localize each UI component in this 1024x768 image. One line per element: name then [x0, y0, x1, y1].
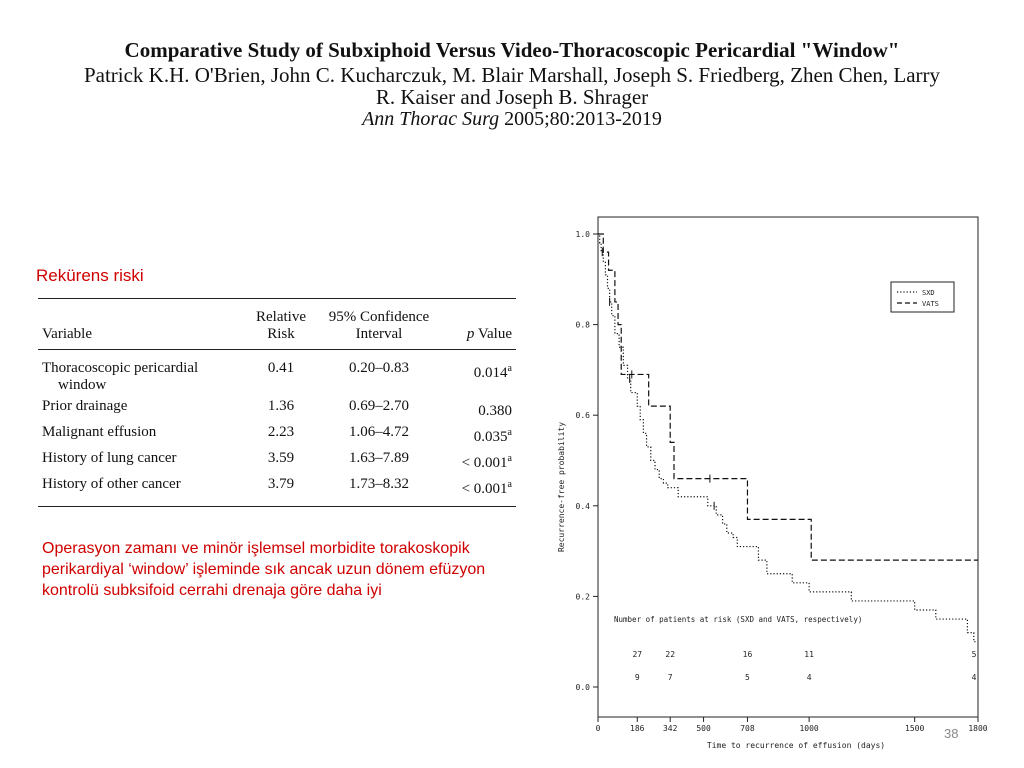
x-tick-label: 1000 — [799, 724, 818, 733]
y-axis-title: Recurrence-free probability — [557, 422, 566, 552]
plot-frame — [597, 216, 979, 718]
risk-count-vats: 9 — [635, 673, 640, 682]
row-p-value: 0.014a — [473, 363, 512, 381]
paper-authors: Patrick K.H. O'Brien, John C. Kucharczuk… — [83, 63, 941, 109]
row-p-value: < 0.001a — [461, 453, 512, 471]
legend-box — [890, 281, 955, 313]
risk-count-sxd: 22 — [665, 650, 675, 659]
x-tick-label: 1800 — [968, 724, 987, 733]
table-row: Thoracoscopic pericardial window 0.41 0.2… — [38, 350, 516, 397]
row-variable: Prior drainage — [42, 398, 128, 414]
row-variable: History of other cancer — [42, 476, 181, 492]
row-confidence-interval: 0.69–2.70 — [349, 398, 409, 414]
row-variable: History of lung cancer — [42, 450, 177, 466]
row-relative-risk: 2.23 — [267, 424, 295, 440]
x-tick-label: 500 — [696, 724, 711, 733]
risk-count-sxd: 16 — [743, 650, 753, 659]
page-number: 38 — [944, 726, 959, 741]
risk-count-sxd: 27 — [632, 650, 642, 659]
row-relative-risk: 1.36 — [267, 398, 295, 414]
risk-count-sxd: 5 — [972, 650, 977, 659]
x-tick-label: 0 — [596, 724, 601, 733]
y-tick-label: 0.4 — [576, 502, 591, 511]
row-relative-risk: 3.79 — [267, 476, 295, 492]
row-confidence-interval: 1.63–7.89 — [349, 450, 409, 466]
row-relative-risk: 0.41 — [267, 360, 295, 376]
row-variable: Malignant effusion — [42, 424, 157, 440]
risk-table-header: Variable Relative Risk 95% Confidence Inte… — [38, 298, 516, 350]
risk-count-vats: 5 — [745, 673, 750, 682]
row-p-value: < 0.001a — [461, 479, 512, 497]
citation-header: Comparative Study of Subxiphoid Versus V… — [0, 38, 1024, 130]
conclusion-note: Operasyon zamanı ve minör işlemsel morbi… — [42, 540, 486, 599]
series-line-vats — [598, 233, 978, 561]
journal-year-pages: 2005;80:2013-2019 — [499, 108, 662, 130]
legend-label-vats: VATS — [922, 300, 939, 308]
x-tick-label: 186 — [630, 724, 645, 733]
y-tick-label: 1.0 — [576, 230, 591, 239]
row-variable: Thoracoscopic pericardial window — [42, 360, 199, 393]
x-tick-label: 708 — [740, 724, 755, 733]
risk-label: Rekürens riski — [36, 266, 144, 285]
row-confidence-interval: 0.20–0.83 — [349, 360, 409, 376]
journal-reference: Ann Thorac Surg 2005;80:2013-2019 — [0, 108, 1024, 130]
y-tick-label: 0.0 — [576, 683, 591, 692]
row-confidence-interval: 1.06–4.72 — [349, 424, 409, 440]
header-p-value: p Value — [466, 326, 512, 342]
risk-count-vats: 4 — [807, 673, 812, 682]
row-p-value: 0.035a — [473, 427, 512, 445]
x-axis-title: Time to recurrence of effusion (days) — [707, 741, 885, 750]
paper-title: Comparative Study of Subxiphoid Versus V… — [124, 38, 900, 62]
journal-name: Ann Thorac Surg — [362, 108, 500, 130]
header-variable: Variable — [42, 326, 92, 342]
row-confidence-interval: 1.73–8.32 — [349, 476, 409, 492]
risk-table-title: Number of patients at risk (SXD and VATS… — [614, 615, 862, 624]
legend-label-sxd: SXD — [922, 289, 935, 297]
header-relative-risk: Relative Risk — [256, 309, 306, 342]
x-tick-label: 1500 — [905, 724, 924, 733]
risk-count-vats: 4 — [972, 673, 977, 682]
table-row: Prior drainage 1.36 0.69–2.70 0.380 — [38, 396, 516, 422]
risk-count-vats: 7 — [668, 673, 673, 682]
risk-table: Variable Relative Risk 95% Confidence Inte… — [38, 298, 516, 507]
table-row: History of lung cancer 3.59 1.63–7.89 < … — [38, 448, 516, 474]
y-tick-label: 0.2 — [576, 592, 591, 601]
table-row: History of other cancer 3.79 1.73–8.32 <… — [38, 474, 516, 507]
header-confidence-interval: 95% Confidence Interval — [328, 309, 430, 342]
risk-count-sxd: 11 — [804, 650, 814, 659]
row-p-value: 0.380 — [478, 403, 512, 419]
kaplan-meier-chart: 0.0 0.2 0.4 0.6 0.8 1.0 0 186 342 500 708 1000 1500 1… — [557, 216, 988, 750]
y-tick-label: 0.6 — [576, 411, 591, 420]
series-line-sxd — [598, 233, 978, 643]
y-tick-label: 0.8 — [576, 321, 591, 330]
table-row: Malignant effusion 2.23 1.06–4.72 0.035a — [38, 422, 516, 448]
row-relative-risk: 3.59 — [267, 450, 295, 466]
x-tick-label: 342 — [663, 724, 678, 733]
